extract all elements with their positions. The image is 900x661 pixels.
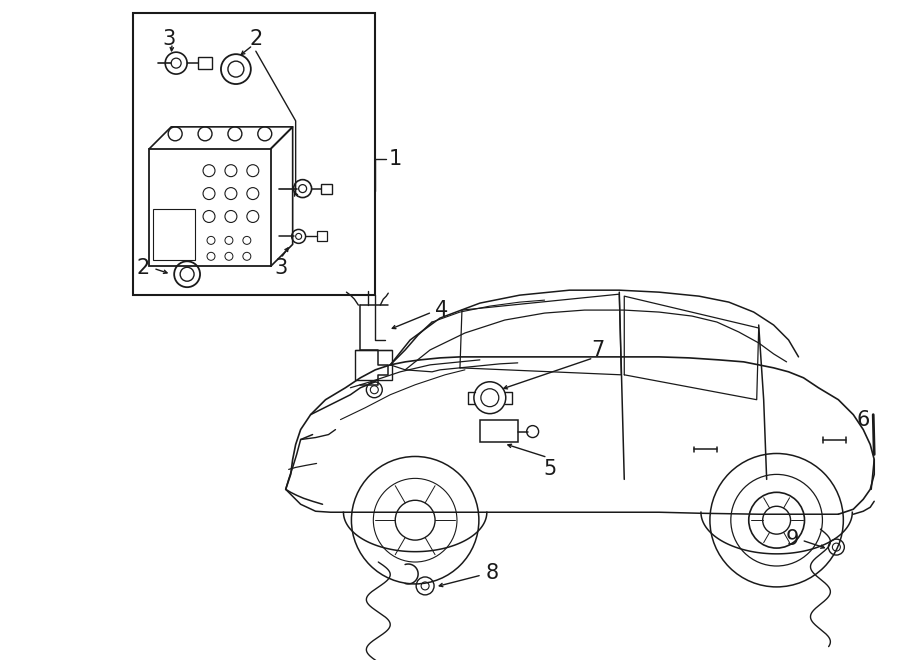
- Bar: [149, 149, 271, 266]
- Text: 4: 4: [435, 300, 448, 320]
- Text: 1: 1: [388, 149, 401, 169]
- Bar: [133, 13, 375, 295]
- Bar: [480, 420, 518, 442]
- Text: 9: 9: [785, 529, 798, 549]
- Text: 3: 3: [274, 258, 287, 278]
- Bar: [317, 231, 327, 241]
- Text: 7: 7: [590, 340, 604, 360]
- Bar: [356, 350, 392, 380]
- Text: 2: 2: [136, 258, 149, 278]
- Bar: [153, 208, 195, 260]
- Text: 6: 6: [856, 410, 869, 430]
- Bar: [320, 184, 332, 194]
- Text: 8: 8: [486, 563, 499, 583]
- Text: 3: 3: [163, 29, 176, 50]
- Text: 5: 5: [543, 459, 556, 479]
- Text: 2: 2: [249, 29, 263, 50]
- Bar: [198, 57, 212, 69]
